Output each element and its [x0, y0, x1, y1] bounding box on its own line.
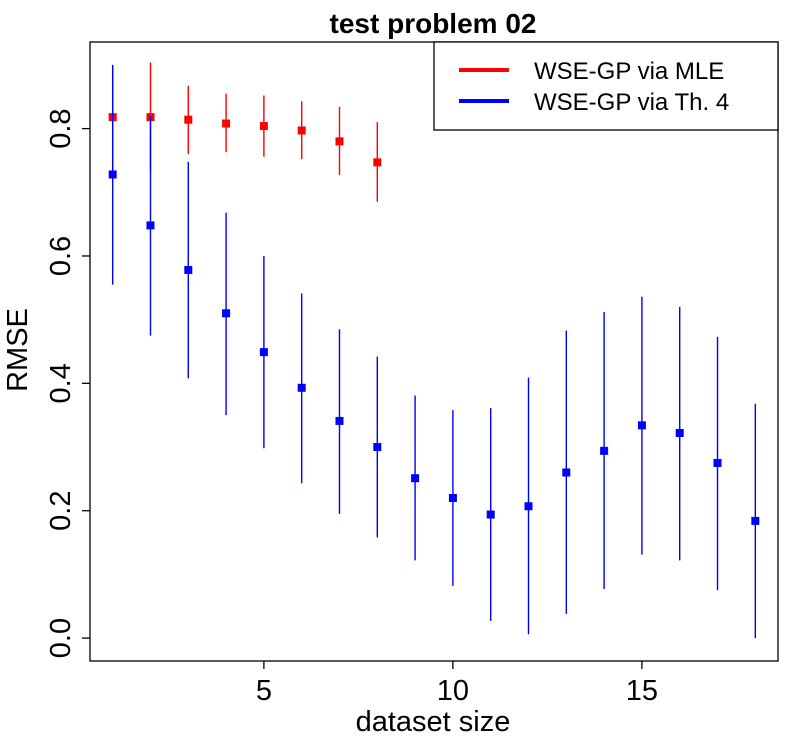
data-point: [184, 115, 193, 124]
series-mle: [108, 62, 382, 202]
data-point: [297, 383, 306, 392]
legend-label-th4: WSE-GP via Th. 4: [534, 89, 729, 116]
y-tick-label: 0.8: [45, 108, 77, 148]
data-point: [297, 126, 306, 135]
data-point: [524, 502, 533, 511]
data-point: [486, 510, 495, 519]
legend-label-mle: WSE-GP via MLE: [534, 58, 724, 85]
x-axis-label: dataset size: [356, 706, 511, 738]
data-point: [259, 122, 268, 131]
data-point: [222, 309, 231, 318]
data-point: [146, 221, 155, 230]
data-point: [562, 468, 571, 477]
data-point: [713, 458, 722, 467]
data-point: [373, 443, 382, 452]
series-layer: [108, 62, 760, 639]
chart-title: test problem 02: [330, 8, 537, 39]
x-axis: 5 10 15: [256, 661, 658, 707]
y-tick-label: 0.6: [45, 236, 77, 276]
series-th4: [108, 64, 760, 639]
y-axis: 0.0 0.2 0.4 0.6 0.8: [45, 108, 90, 658]
data-point: [108, 170, 117, 179]
data-point: [448, 493, 457, 502]
y-tick-label: 0.2: [45, 491, 77, 531]
x-tick-label: 5: [256, 675, 272, 707]
x-tick-label: 15: [626, 675, 658, 707]
data-point: [259, 348, 268, 357]
data-point: [222, 119, 231, 128]
legend: WSE-GP via MLE WSE-GP via Th. 4: [433, 41, 779, 131]
plot-frame: [89, 41, 779, 662]
data-point: [600, 446, 609, 455]
data-point: [751, 516, 760, 525]
data-point: [184, 265, 193, 274]
legend-box: [433, 41, 779, 131]
data-point: [411, 474, 420, 483]
x-tick-label: 10: [437, 675, 469, 707]
data-point: [373, 158, 382, 167]
data-point: [335, 416, 344, 425]
data-point: [637, 421, 646, 430]
y-tick-label: 0.0: [45, 618, 77, 658]
data-point: [335, 137, 344, 146]
data-point: [675, 429, 684, 438]
y-tick-label: 0.4: [45, 363, 77, 403]
y-axis-label: RMSE: [2, 308, 34, 392]
